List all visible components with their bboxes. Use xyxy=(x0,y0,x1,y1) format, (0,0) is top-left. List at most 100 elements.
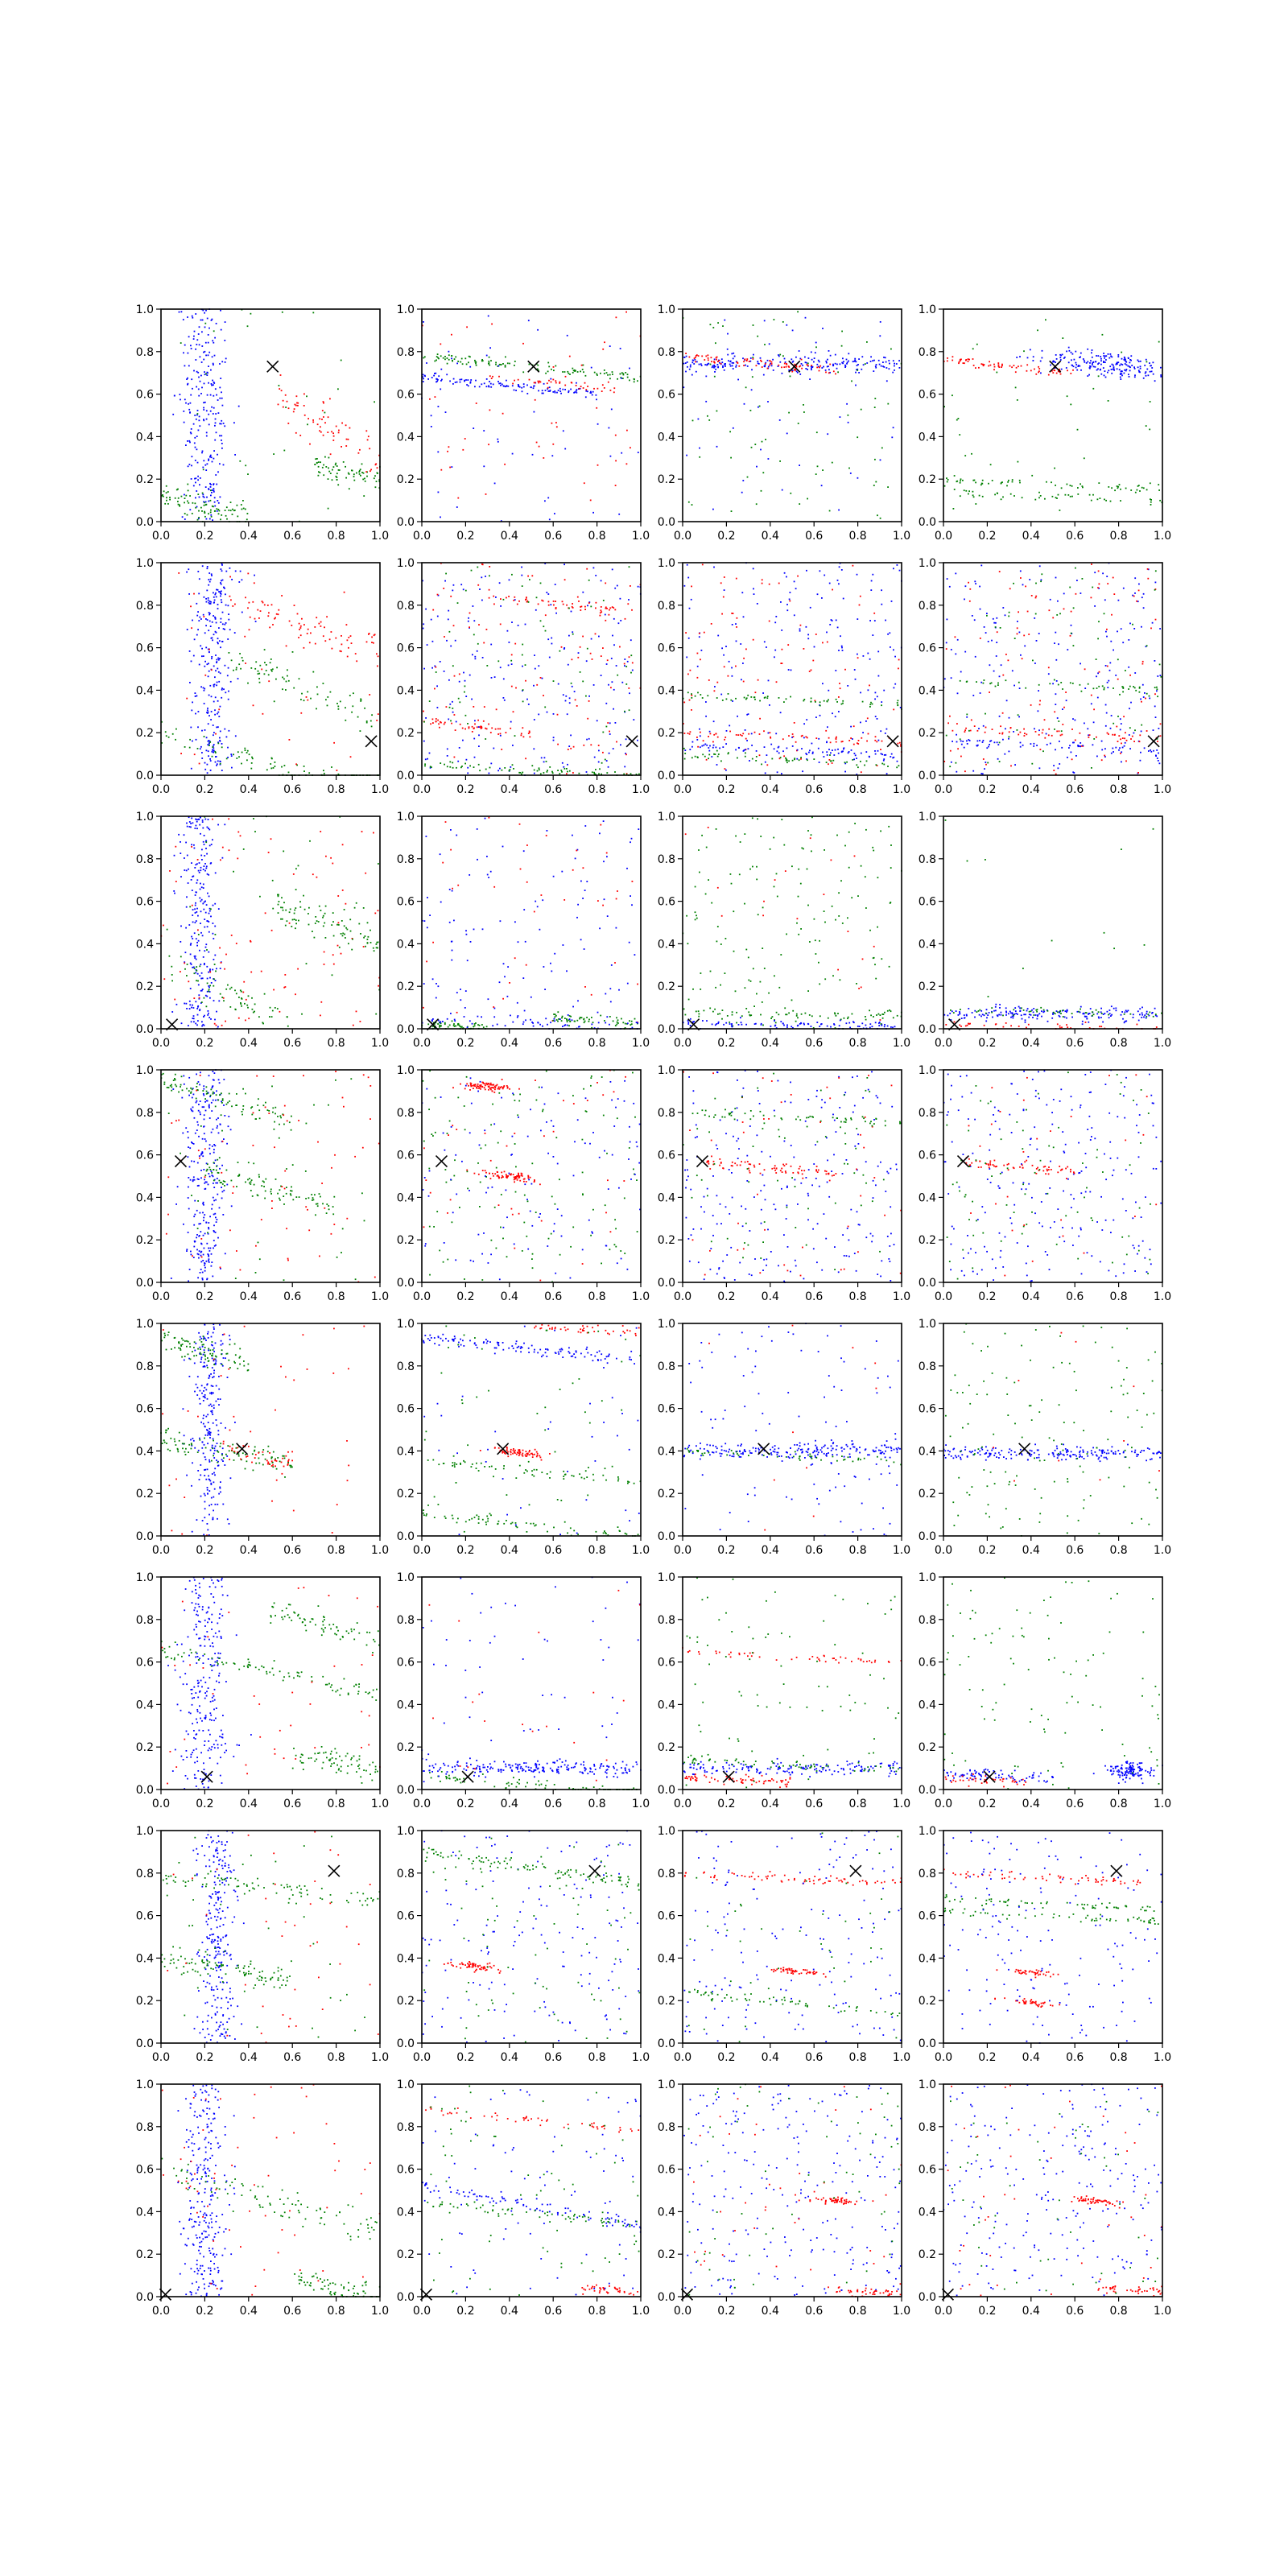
scatter-point xyxy=(303,895,304,897)
scatter-point xyxy=(889,632,890,634)
scatter-point xyxy=(1144,692,1146,694)
scatter-point xyxy=(615,485,617,486)
scatter-point xyxy=(811,670,812,671)
scatter-point xyxy=(264,993,266,995)
scatter-point xyxy=(732,675,733,677)
scatter-point xyxy=(616,898,617,900)
x-tick-label: 0.0 xyxy=(152,783,170,796)
scatter-point xyxy=(473,728,475,729)
y-tick-label: 0.4 xyxy=(658,431,675,444)
scatter-point xyxy=(196,966,197,968)
scatter-point xyxy=(333,742,335,744)
scatter-point xyxy=(215,419,217,420)
scatter-point xyxy=(786,576,787,578)
scatter-point xyxy=(774,621,776,623)
scatter-point xyxy=(211,407,213,408)
scatter-point xyxy=(220,672,221,674)
scatter-point xyxy=(1105,725,1107,727)
scatter-point xyxy=(1108,353,1109,355)
scatter-point xyxy=(197,1005,199,1007)
scatter-point xyxy=(191,818,192,819)
scatter-point xyxy=(1154,660,1156,662)
scatter-point xyxy=(955,636,956,638)
scatter-point xyxy=(584,986,586,988)
scatter-point xyxy=(1146,489,1148,491)
scatter-point xyxy=(1134,592,1136,594)
scatter-point xyxy=(1091,767,1092,769)
scatter-point xyxy=(376,720,378,721)
scatter-point xyxy=(1065,691,1067,693)
scatter-point xyxy=(753,354,754,356)
scatter-point xyxy=(543,762,545,763)
scatter-point xyxy=(425,758,427,760)
scatter-point xyxy=(525,664,526,666)
scatter-point xyxy=(1092,744,1094,745)
scatter-point xyxy=(563,604,564,605)
scatter-point xyxy=(1097,587,1099,588)
scatter-point xyxy=(361,472,363,473)
scatter-point xyxy=(217,700,219,702)
scatter-point xyxy=(629,692,630,694)
scatter-point xyxy=(1059,763,1060,765)
scatter-point xyxy=(1141,724,1142,726)
scatter-point xyxy=(455,357,456,358)
scatter-point xyxy=(176,1004,178,1005)
scatter-point xyxy=(190,345,192,346)
scatter-point xyxy=(187,629,188,630)
scatter-point xyxy=(219,640,221,642)
scatter-point xyxy=(188,409,190,411)
scatter-point xyxy=(194,932,196,934)
scatter-point xyxy=(190,605,192,607)
scatter-point xyxy=(434,688,436,690)
scatter-point xyxy=(200,645,201,646)
scatter-point xyxy=(341,635,342,637)
scatter-point xyxy=(210,369,212,371)
scatter-point xyxy=(319,430,320,431)
scatter-point xyxy=(1020,742,1022,744)
scatter-point xyxy=(1062,688,1063,690)
scatter-point xyxy=(486,1026,488,1027)
scatter-point xyxy=(1056,497,1058,499)
scatter-point xyxy=(696,354,698,356)
scatter-point xyxy=(220,859,221,861)
scatter-point xyxy=(452,383,454,385)
scatter-point xyxy=(996,655,997,657)
scatter-point xyxy=(1150,401,1151,402)
scatter-point xyxy=(502,363,504,365)
scatter-point xyxy=(697,692,699,694)
scatter-point xyxy=(195,905,196,906)
scatter-point xyxy=(805,736,807,737)
scatter-point xyxy=(213,382,215,383)
scatter-point xyxy=(323,915,324,917)
scatter-point xyxy=(205,469,207,471)
scatter-point xyxy=(806,753,807,755)
scatter-point xyxy=(1125,761,1127,762)
scatter-point xyxy=(521,387,522,389)
scatter-point xyxy=(1052,617,1054,619)
scatter-point xyxy=(243,508,245,510)
scatter-point xyxy=(1113,723,1114,724)
scatter-point xyxy=(778,583,780,584)
scatter-point xyxy=(320,1015,321,1017)
scatter-point xyxy=(615,722,617,724)
scatter-point xyxy=(776,681,778,683)
scatter-point xyxy=(212,746,213,748)
scatter-point xyxy=(1080,663,1081,665)
scatter-point xyxy=(1149,696,1150,697)
scatter-point xyxy=(255,621,257,622)
scatter-point xyxy=(957,692,959,694)
scatter-point xyxy=(220,763,221,765)
scatter-point xyxy=(1053,361,1055,362)
scatter-point xyxy=(603,820,605,822)
scatter-point xyxy=(477,859,478,861)
scatter-point xyxy=(1038,633,1040,634)
scatter-point xyxy=(174,395,175,397)
scatter-point xyxy=(258,678,260,679)
scatter-point xyxy=(259,682,261,683)
scatter-point xyxy=(273,989,275,991)
scatter-point xyxy=(213,752,214,753)
scatter-point xyxy=(1140,365,1141,367)
scatter-point xyxy=(1137,360,1139,361)
scatter-point xyxy=(1087,728,1088,729)
scatter-point xyxy=(208,600,209,601)
